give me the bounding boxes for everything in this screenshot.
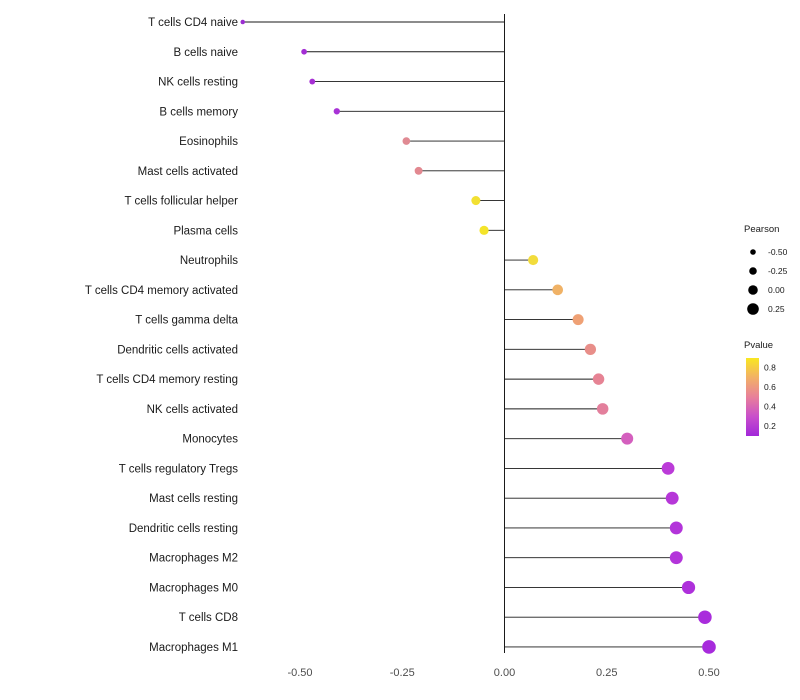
pvalue-legend-label: 0.8	[764, 362, 776, 372]
lollipop-dot	[702, 640, 716, 654]
lollipop-dot	[665, 491, 679, 505]
category-label: Dendritic cells activated	[117, 344, 238, 356]
pvalue-legend-title: Pvalue	[744, 340, 773, 351]
lollipop-dot	[698, 610, 712, 624]
x-axis-tick-label: 0.00	[494, 667, 515, 679]
pearson-legend-label: -0.50	[768, 247, 788, 257]
pvalue-gradient-bar	[746, 358, 759, 436]
lollipop-dot	[309, 78, 316, 85]
lollipop-dot	[552, 284, 563, 296]
category-label: T cells CD4 naive	[148, 17, 238, 29]
pvalue-legend-label: 0.2	[764, 421, 776, 431]
x-axis-tick-label: -0.50	[287, 667, 312, 679]
pearson-legend-dot	[747, 303, 759, 315]
lollipop-dot	[333, 108, 340, 115]
lollipop-dot	[240, 19, 245, 25]
category-label: B cells memory	[159, 106, 238, 118]
category-label: T cells CD4 memory activated	[85, 285, 238, 297]
category-label: Macrophages M0	[149, 582, 238, 594]
lollipop-dot	[681, 580, 696, 595]
lollipop-dot	[528, 254, 539, 266]
category-label: T cells CD8	[179, 612, 238, 624]
category-label: T cells gamma delta	[135, 315, 238, 327]
lollipop-dot	[402, 137, 411, 145]
category-label: T cells follicular helper	[124, 196, 238, 208]
category-label: Mast cells resting	[149, 493, 238, 505]
pearson-legend-dot	[748, 285, 758, 295]
category-label: T cells regulatory Tregs	[119, 463, 239, 475]
category-label: NK cells activated	[147, 404, 238, 416]
category-label: Dendritic cells resting	[129, 523, 238, 535]
category-label: Eosinophils	[179, 136, 238, 148]
pvalue-legend-label: 0.6	[764, 382, 776, 392]
lollipop-dot	[414, 166, 423, 175]
lollipop-dot	[669, 551, 683, 565]
x-axis-tick-label: 0.50	[698, 667, 719, 679]
pearson-legend-title: Pearson	[744, 224, 779, 235]
category-label: Macrophages M2	[149, 553, 238, 565]
lollipop-dot	[584, 343, 597, 355]
x-axis-tick-label: 0.25	[596, 667, 617, 679]
category-label: Monocytes	[182, 434, 238, 446]
category-label: Macrophages M1	[149, 642, 238, 654]
pvalue-legend-label: 0.4	[764, 401, 776, 411]
lollipop-dot	[596, 403, 609, 415]
pearson-legend-label: 0.00	[768, 285, 785, 295]
category-label: NK cells resting	[158, 77, 238, 89]
category-label: Mast cells activated	[138, 166, 238, 178]
pearson-legend-dot	[749, 267, 757, 275]
pearson-legend-dot	[750, 249, 756, 255]
lollipop-dot	[661, 462, 675, 475]
lollipop-dot	[572, 314, 584, 326]
category-label: T cells CD4 memory resting	[96, 374, 238, 386]
lollipop-dot	[669, 521, 683, 535]
pearson-legend-label: -0.25	[768, 266, 788, 276]
lollipop-dot	[621, 432, 634, 445]
category-label: Plasma cells	[173, 225, 238, 237]
lollipop-dot	[479, 225, 489, 235]
category-label: B cells naive	[173, 47, 238, 59]
lollipop-dot	[592, 373, 605, 385]
lollipop-dot	[471, 196, 481, 206]
category-label: Neutrophils	[180, 255, 238, 267]
x-axis-tick-label: -0.25	[390, 667, 415, 679]
pearson-legend-label: 0.25	[768, 304, 785, 314]
lollipop-dot	[301, 48, 307, 55]
